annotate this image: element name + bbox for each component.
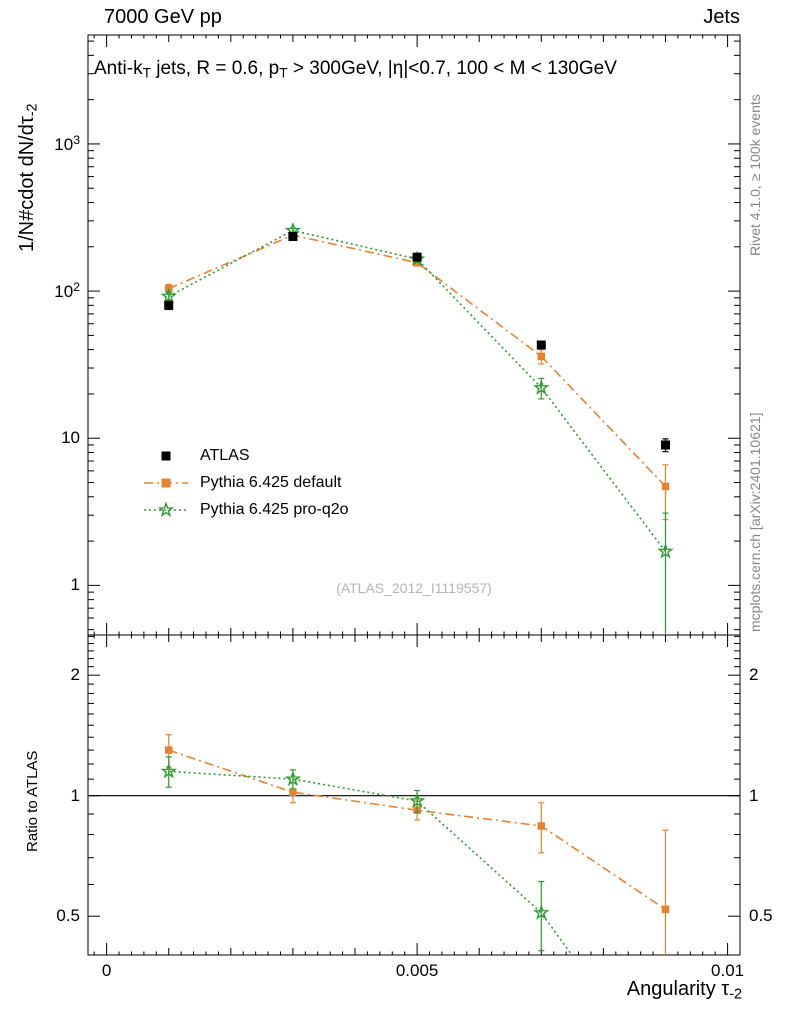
plot-title: Anti-kT jets, R = 0.6, pT > 300GeV, |η|<… (94, 58, 617, 81)
beam-energy-label: 7000 GeV pp (104, 6, 222, 28)
pythia-proq2o-marker-icon (144, 500, 188, 517)
legend-label-pythia-proq2o: Pythia 6.425 pro-q2o (200, 500, 349, 518)
mcplots-note: mcplots.cern.ch [arXiv:2401.10621] (747, 412, 763, 632)
y-axis-label-main: 1/N#cdot dN/dτ-2 (16, 103, 41, 252)
atlas-marker-icon (161, 451, 171, 460)
legend: ATLAS Pythia 6.425 default Pythia 6.425 … (142, 442, 349, 523)
analysis-group-label: Jets (703, 6, 740, 28)
legend-item-pythia-proq2o: Pythia 6.425 pro-q2o (142, 496, 349, 523)
legend-label-atlas: ATLAS (200, 446, 250, 464)
legend-item-atlas: ATLAS (142, 442, 349, 469)
pythia-default-marker-icon (144, 478, 188, 487)
x-axis-label: Angularity τ-2 (626, 978, 742, 1003)
legend-label-pythia-default: Pythia 6.425 default (200, 473, 342, 491)
y-axis-label-ratio: Ratio to ATLAS (24, 750, 41, 852)
legend-item-pythia-default: Pythia 6.425 default (142, 469, 349, 496)
analysis-id-watermark: (ATLAS_2012_I1119557) (336, 580, 492, 596)
rivet-version-note: Rivet 4.1.0, ≥ 100k events (747, 94, 763, 256)
